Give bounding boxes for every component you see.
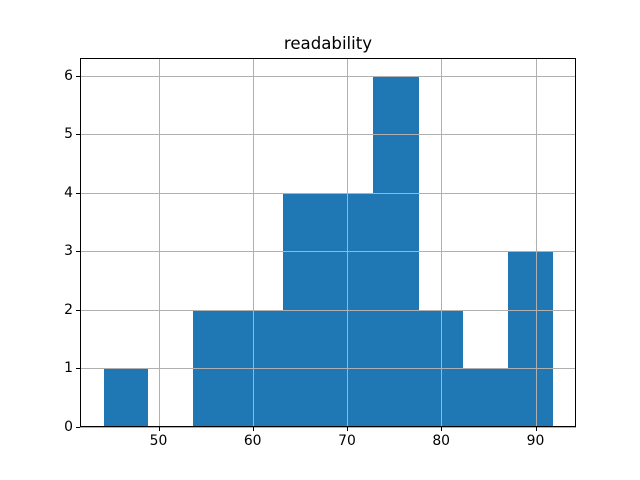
histogram-bar [103, 368, 149, 427]
y-tick-label: 2 [64, 301, 73, 318]
y-tick-label: 0 [64, 419, 73, 435]
x-tick-label: 50 [149, 433, 168, 449]
histogram-bar [508, 251, 554, 427]
gridline-vertical [347, 58, 348, 427]
gridline-horizontal [80, 368, 576, 370]
gridline-vertical [441, 58, 443, 427]
gridline-horizontal [80, 251, 576, 253]
plot-area [80, 58, 576, 428]
x-tick-label: 90 [526, 433, 545, 449]
x-tick-label: 60 [243, 433, 262, 449]
gridline-horizontal [80, 309, 576, 311]
gridline-horizontal [80, 427, 576, 428]
gridline-horizontal [80, 75, 576, 77]
histogram-bar [462, 368, 509, 427]
x-tick-label: 80 [432, 433, 451, 449]
y-tick-label: 4 [64, 184, 73, 201]
y-tick-label: 1 [64, 360, 73, 377]
y-tick-label: 5 [64, 126, 73, 143]
gridline-vertical [158, 58, 160, 427]
histogram-bar [328, 192, 374, 427]
grid-layer [80, 58, 576, 428]
gridline-vertical [252, 58, 254, 427]
chart-title: readability [283, 34, 373, 53]
x-tick-label: 70 [338, 433, 356, 449]
gridline-horizontal [80, 192, 576, 194]
gridline-vertical [535, 58, 537, 427]
y-tick-label: 6 [64, 67, 73, 84]
gridline-horizontal [80, 134, 576, 136]
bars-layer [80, 58, 576, 427]
y-tick-label: 3 [64, 243, 73, 260]
histogram-bar [282, 192, 329, 427]
